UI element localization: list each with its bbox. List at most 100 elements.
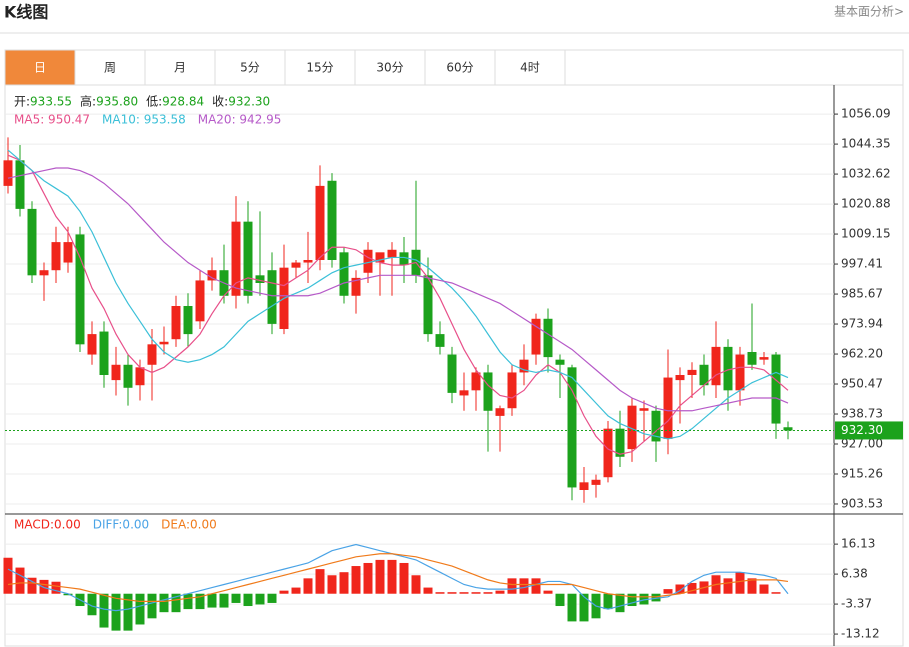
macd-bar bbox=[735, 572, 745, 594]
ohlc-label: 高: bbox=[80, 94, 96, 109]
macd-bar bbox=[411, 575, 421, 594]
ohlc-value: 932.30 bbox=[228, 95, 270, 109]
macd-bar bbox=[615, 593, 625, 613]
candle-body bbox=[111, 364, 121, 381]
tab-label[interactable]: 周 bbox=[104, 61, 116, 75]
macd-bar bbox=[651, 593, 661, 602]
fundamental-link[interactable]: 基本面分析> bbox=[834, 5, 904, 19]
macd-bar bbox=[639, 593, 649, 605]
macd-bar bbox=[135, 593, 145, 625]
tab[interactable] bbox=[4, 49, 76, 86]
candle-body bbox=[555, 359, 565, 365]
macd-line bbox=[7, 553, 789, 603]
candle-body bbox=[567, 367, 577, 488]
candle-body bbox=[423, 275, 433, 335]
candle-body bbox=[399, 252, 409, 266]
candle-body bbox=[435, 334, 445, 347]
y-tick-label: 1020.88 bbox=[841, 197, 891, 211]
tab[interactable] bbox=[354, 49, 426, 86]
candle-body bbox=[579, 482, 589, 490]
y-tick-label: 16.13 bbox=[841, 537, 875, 551]
y-tick-label: 927.00 bbox=[841, 436, 883, 450]
macd-bar bbox=[111, 593, 121, 631]
macd-bar bbox=[291, 587, 301, 594]
candle-body bbox=[51, 242, 61, 271]
tab-label[interactable]: 4时 bbox=[520, 61, 540, 75]
y-tick-label: 973.94 bbox=[841, 317, 883, 331]
candle-body bbox=[507, 372, 517, 409]
candle-body bbox=[651, 410, 661, 442]
macd-bar bbox=[99, 593, 109, 628]
macd-bar bbox=[219, 593, 229, 608]
tab-label[interactable]: 30分 bbox=[376, 61, 403, 75]
tab[interactable] bbox=[144, 49, 216, 86]
candle-body bbox=[603, 428, 613, 478]
macd-bar bbox=[267, 593, 277, 603]
macd-bar bbox=[147, 593, 157, 619]
candle-body bbox=[543, 318, 553, 358]
macd-line bbox=[7, 543, 789, 612]
macd-bar bbox=[519, 578, 529, 594]
ohlc-value: 933.55 bbox=[30, 95, 72, 109]
macd-bar bbox=[51, 581, 61, 594]
y-tick-label: 6.38 bbox=[841, 567, 868, 581]
candle-body bbox=[387, 249, 397, 258]
candle-body bbox=[243, 221, 253, 296]
ohlc-value: 935.80 bbox=[96, 95, 138, 109]
ma-line bbox=[7, 167, 789, 412]
candle-body bbox=[591, 479, 601, 485]
macd-bar bbox=[195, 593, 205, 610]
candle-body bbox=[663, 377, 673, 439]
candle-body bbox=[471, 372, 481, 391]
macd-bar bbox=[579, 593, 589, 622]
candle-body bbox=[75, 234, 85, 345]
macd-bar bbox=[243, 593, 253, 607]
y-tick-label: 1032.62 bbox=[841, 167, 891, 181]
tab-label[interactable]: 月 bbox=[174, 61, 186, 75]
candle-body bbox=[747, 351, 757, 365]
tab-label[interactable]: 5分 bbox=[240, 61, 260, 75]
candle-body bbox=[723, 346, 733, 391]
candle-body bbox=[159, 341, 169, 345]
candle-body bbox=[171, 305, 181, 340]
candle-body bbox=[711, 346, 721, 386]
candle-body bbox=[627, 405, 637, 450]
macd-bar bbox=[771, 592, 781, 594]
macd-bar bbox=[255, 593, 265, 605]
legend-entry: MA10: 953.58 bbox=[102, 113, 186, 127]
macd-bar bbox=[327, 575, 337, 594]
macd-bar bbox=[207, 593, 217, 608]
tab-label[interactable]: 15分 bbox=[306, 61, 333, 75]
y-tick-label: 1056.09 bbox=[841, 107, 891, 121]
ohlc-label: 收: bbox=[212, 95, 228, 109]
candle-body bbox=[303, 259, 313, 263]
macd-bar bbox=[123, 593, 133, 631]
macd-bar bbox=[687, 582, 697, 594]
candle-body bbox=[39, 270, 49, 276]
macd-bar bbox=[483, 592, 493, 594]
legend-entry: MA20: 942.95 bbox=[198, 113, 282, 127]
candle-body bbox=[87, 334, 97, 355]
y-tick-label: 1009.15 bbox=[841, 227, 891, 241]
tab[interactable] bbox=[74, 49, 146, 86]
tab[interactable] bbox=[214, 49, 286, 86]
candle-body bbox=[699, 364, 709, 386]
candle-body bbox=[363, 249, 373, 273]
candle-body bbox=[183, 305, 193, 335]
tab-label[interactable]: 日 bbox=[34, 61, 46, 75]
candle-body bbox=[255, 275, 265, 283]
tab-label[interactable]: 60分 bbox=[446, 61, 473, 75]
y-tick-label: 997.41 bbox=[841, 257, 883, 271]
candle-body bbox=[531, 318, 541, 355]
macd-bar bbox=[15, 567, 25, 594]
candle-body bbox=[495, 408, 505, 416]
candle-body bbox=[375, 252, 385, 263]
candle-body bbox=[135, 367, 145, 386]
ma-line bbox=[7, 149, 789, 440]
macd-bar bbox=[627, 593, 637, 607]
macd-bar bbox=[63, 593, 73, 596]
macd-bar bbox=[495, 590, 505, 594]
candle-body bbox=[483, 372, 493, 411]
tab[interactable] bbox=[494, 49, 566, 86]
